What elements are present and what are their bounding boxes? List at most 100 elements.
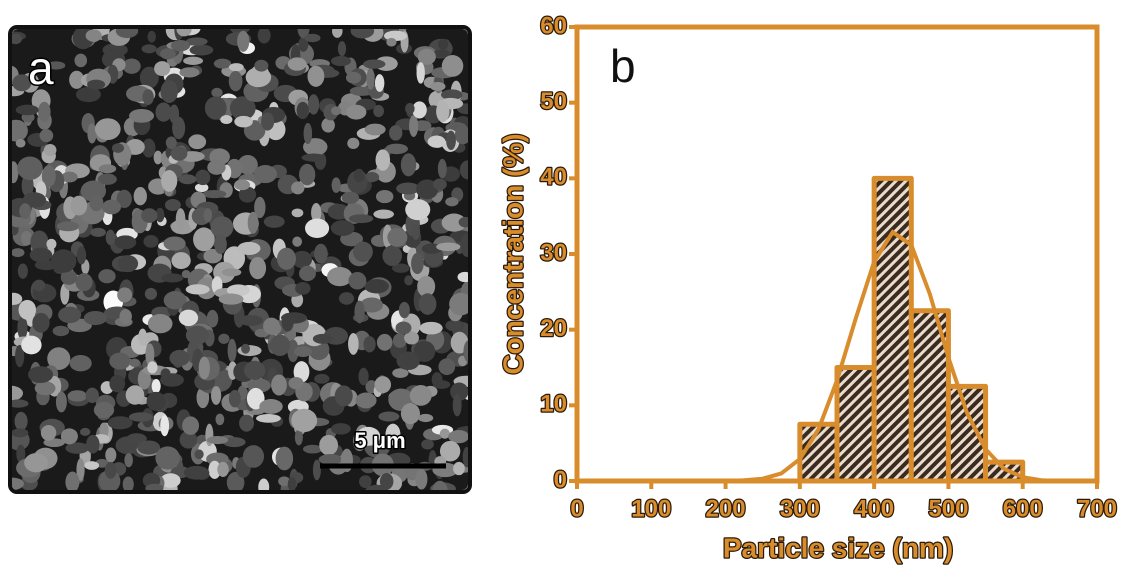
grain [141, 208, 157, 223]
scale-bar-label: 5 μm [354, 428, 405, 453]
bar [948, 386, 985, 481]
grain [161, 368, 171, 379]
grain [188, 134, 206, 149]
grain [399, 302, 410, 318]
grain [302, 154, 326, 162]
grain [161, 80, 178, 103]
x-tick-label: 0 [570, 495, 583, 522]
grain [17, 316, 27, 339]
grain [314, 244, 328, 264]
grain [214, 234, 227, 254]
grain [405, 103, 415, 114]
grain [18, 264, 28, 279]
grain [90, 228, 106, 237]
grain [89, 194, 103, 211]
grain [382, 245, 402, 266]
grain [203, 190, 227, 198]
grain [276, 447, 294, 471]
grain [186, 284, 210, 294]
grain [264, 215, 285, 227]
grain [171, 40, 190, 51]
grain [282, 313, 294, 331]
grain [348, 272, 366, 290]
grain [194, 449, 203, 459]
grain [40, 129, 54, 142]
grain [160, 415, 169, 436]
grain [58, 307, 81, 324]
bar [874, 178, 911, 481]
grain [164, 236, 186, 250]
grain [155, 102, 171, 121]
grain [375, 74, 384, 92]
grain [137, 440, 160, 454]
grain [19, 203, 31, 219]
grain [249, 257, 266, 279]
grain [411, 253, 424, 274]
grain [46, 239, 56, 250]
grain [87, 80, 105, 90]
grain [234, 179, 250, 190]
grain [11, 428, 28, 437]
grain [98, 269, 115, 283]
grain [57, 221, 79, 231]
grain [99, 164, 116, 173]
grain [70, 355, 92, 371]
grain [418, 414, 433, 422]
grain [211, 386, 221, 405]
grain [204, 208, 212, 222]
grain [239, 415, 254, 432]
grain [51, 249, 77, 272]
grain [30, 248, 52, 263]
grain [243, 445, 264, 468]
grain [161, 273, 183, 282]
grain [4, 120, 27, 142]
grain [237, 31, 249, 52]
x-axis-title: Particle size (nm) [723, 532, 953, 563]
grain [102, 200, 121, 215]
grain [415, 469, 427, 490]
grain [299, 164, 315, 186]
grain [346, 105, 366, 120]
grain [319, 435, 338, 456]
grain [77, 246, 86, 264]
grain [259, 399, 282, 414]
grain [71, 196, 88, 216]
grain [155, 446, 180, 469]
grain [342, 192, 360, 204]
grain [234, 116, 253, 128]
grain [15, 412, 28, 431]
grain [147, 361, 157, 373]
grain [331, 423, 351, 434]
grain [460, 234, 474, 257]
grain [410, 385, 432, 406]
grain [105, 448, 116, 463]
grain [239, 315, 263, 326]
grain [142, 44, 157, 53]
x-tick-label: 100 [631, 495, 671, 522]
grain [270, 335, 290, 357]
grain [134, 187, 147, 205]
x-tick-label: 700 [1077, 495, 1117, 522]
grain [261, 112, 274, 130]
grain [401, 153, 416, 176]
grain [375, 376, 392, 393]
grain [84, 311, 107, 325]
grain [348, 333, 359, 355]
grain [129, 358, 139, 367]
grain [129, 412, 153, 421]
grain [291, 409, 317, 432]
grain [161, 170, 177, 192]
panel-label: b [610, 40, 636, 92]
grain [143, 235, 158, 248]
grain [419, 322, 442, 335]
grain [118, 255, 138, 272]
grain [428, 136, 446, 148]
grain [304, 34, 320, 43]
grain [147, 31, 156, 43]
grain [376, 149, 391, 170]
y-tick-label: 20 [540, 315, 567, 342]
grain [106, 230, 116, 246]
grain [154, 61, 170, 76]
grain [222, 268, 241, 276]
grain [355, 393, 376, 409]
